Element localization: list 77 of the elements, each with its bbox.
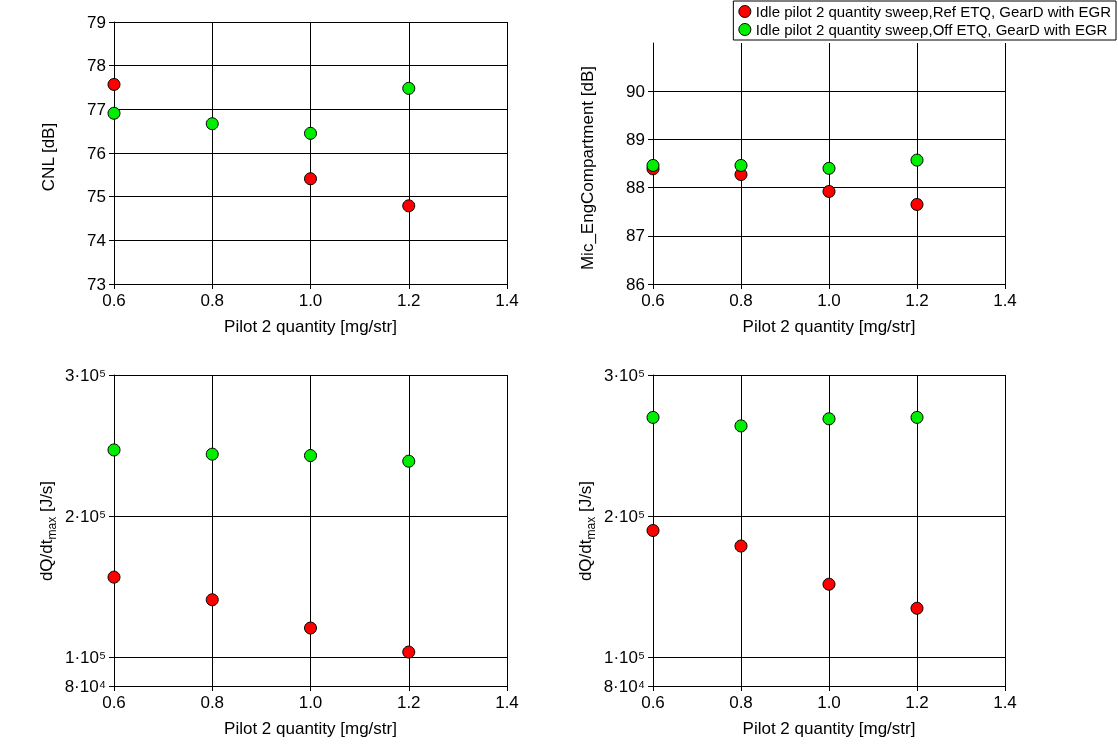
point: [910, 410, 924, 424]
x-tick-label: 1.0: [298, 291, 323, 310]
x-tick-label: 0.6: [102, 693, 126, 712]
point: [205, 117, 219, 131]
point: [910, 197, 924, 211]
x-tick-label: 1.4: [993, 291, 1017, 310]
y-tick-label: 3·10⁵: [64, 365, 106, 385]
x-tick-label: 1.2: [905, 291, 929, 310]
x-tick-label: 1.4: [495, 291, 519, 310]
x-tick-label: 0.8: [729, 291, 753, 310]
x-tick-label: 0.6: [641, 291, 665, 310]
x-tick-label: 1.2: [396, 291, 421, 310]
y-tick-label: 2·10⁵: [64, 506, 106, 526]
point: [205, 447, 219, 461]
x-tick-label: 0.8: [729, 693, 753, 712]
point: [304, 126, 317, 140]
point: [205, 593, 219, 607]
x-tick-label: 0.8: [200, 693, 225, 712]
x-axis-title: Pilot 2 quantity [mg/str]: [742, 317, 916, 336]
x-tick-label: 1.4: [993, 693, 1017, 712]
y-tick-label: 74: [87, 230, 106, 250]
y-tick-label: 73: [87, 274, 106, 294]
y-tick-label: 1·10⁵: [64, 648, 106, 668]
point: [734, 158, 748, 172]
point: [734, 419, 748, 433]
point: [402, 454, 416, 468]
y-tick-label: 78: [87, 56, 106, 76]
point: [822, 184, 836, 198]
y-tick-label: 77: [87, 99, 106, 119]
y-tick-label: 8·10⁴: [64, 676, 106, 696]
x-tick-label: 1.4: [495, 693, 519, 712]
point: [304, 621, 317, 635]
y-tick-label: 75: [87, 187, 106, 207]
point: [304, 172, 317, 186]
x-axis-title: Pilot 2 quantity [mg/str]: [742, 719, 916, 738]
point: [107, 570, 121, 584]
x-tick-label: 0.8: [200, 291, 225, 310]
point: [646, 524, 660, 537]
point: [402, 81, 416, 95]
x-axis-title: Pilot 2 quantity [mg/str]: [224, 317, 397, 336]
legend-label: Idle pilot 2 quantity sweep,Ref ETQ, GearD with EGR: [755, 3, 1112, 20]
y-tick-label: 79: [87, 12, 106, 32]
y-tick-label: 1·10⁵: [603, 648, 645, 668]
x-tick-label: 1.0: [817, 693, 841, 712]
x-axis-title: Pilot 2 quantity [mg/str]: [224, 719, 397, 738]
y-tick-label: 89: [626, 129, 645, 149]
y-tick-label: 8·10⁴: [603, 676, 645, 696]
point: [646, 158, 660, 172]
point: [910, 153, 924, 167]
point: [107, 77, 121, 91]
point: [734, 539, 748, 553]
x-tick-label: 1.2: [396, 693, 421, 712]
y-axis-title: Mic_EngCompartment [dB]: [577, 65, 597, 271]
point: [107, 106, 121, 120]
point: [402, 645, 416, 659]
point: [304, 449, 317, 463]
x-tick-label: 0.6: [641, 693, 665, 712]
y-tick-label: 90: [626, 81, 645, 101]
point: [910, 601, 924, 615]
y-tick-label: 2·10⁵: [603, 506, 645, 526]
point: [822, 577, 836, 591]
y-axis-title: CNL [dB]: [38, 122, 58, 192]
y-tick-label: 76: [87, 143, 106, 163]
point: [822, 412, 836, 426]
y-tick-label: 86: [626, 274, 645, 294]
x-tick-label: 1.0: [298, 693, 323, 712]
point: [402, 199, 416, 213]
x-tick-label: 0.6: [102, 291, 126, 310]
x-tick-label: 1.0: [817, 291, 841, 310]
legend-label: Idle pilot 2 quantity sweep,Off ETQ, GearD with EGR: [755, 21, 1108, 38]
point: [646, 410, 660, 424]
point: [107, 443, 121, 457]
y-tick-label: 87: [626, 226, 645, 246]
point: [822, 161, 836, 175]
y-tick-label: 3·10⁵: [603, 365, 645, 385]
y-tick-label: 88: [626, 178, 645, 198]
x-tick-label: 1.2: [905, 693, 929, 712]
